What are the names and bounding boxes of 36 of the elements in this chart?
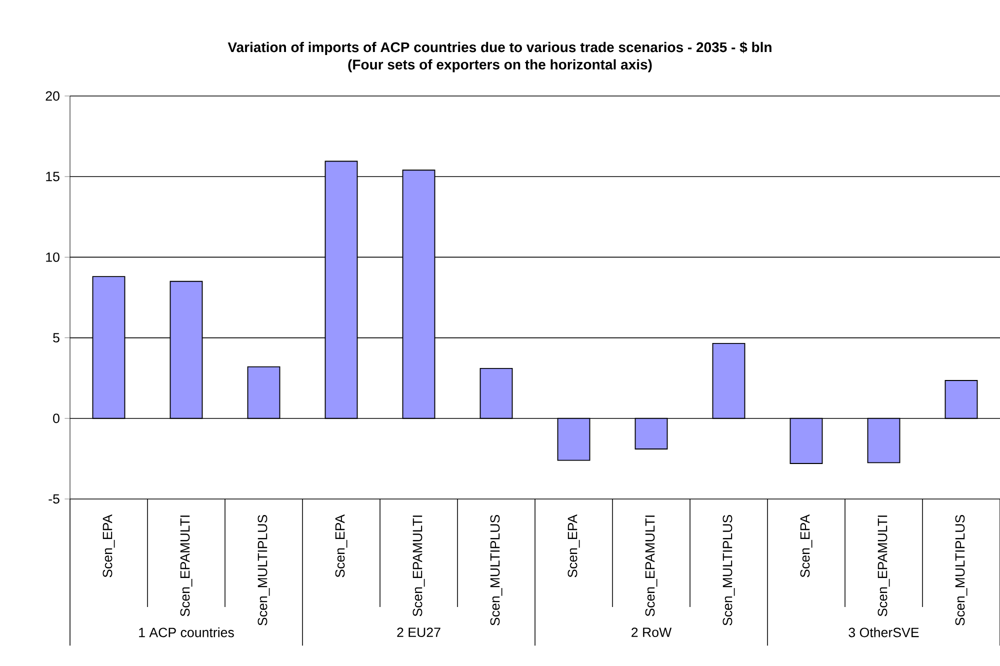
x-tick-label: Scen_MULTIPLUS [490, 514, 502, 626]
bar [712, 342, 746, 419]
x-tick-label: Scen_EPA [335, 514, 348, 578]
x-tick-label: Scen_EPA [800, 514, 812, 578]
bar [170, 280, 203, 419]
bar [944, 380, 978, 419]
text: 2 EU27 [397, 628, 440, 638]
bar [480, 368, 513, 419]
chart-title: Variation of imports of ACP countries due to various trade scenarios - 2035 - $ bln [228, 42, 772, 55]
y-tick-label: 0 [53, 414, 60, 424]
bar [790, 418, 823, 464]
y-tick-label: 5 [53, 333, 60, 342]
text: 3 OtherSVE [848, 627, 919, 638]
bar [557, 418, 590, 461]
bar [867, 418, 900, 464]
bar [247, 366, 280, 419]
x-tick-label: Scen_EPAMULTI [878, 516, 890, 616]
y-tick-label: 20 [46, 91, 60, 101]
bar [324, 160, 358, 419]
x-tick-label: Scen_EPA [568, 514, 580, 578]
text: 2 RoW [632, 628, 672, 638]
x-tick-label: Scen_MULTIPLUS [722, 514, 735, 626]
y-tick-label: 10 [46, 252, 60, 262]
bar [402, 170, 436, 419]
text: 1 ACP countries [139, 627, 234, 638]
x-tick-label: Scen_MULTIPLUS [955, 514, 968, 626]
x-tick-label: Scen_EPAMULTI [645, 516, 658, 616]
chart-subtitle: (Four sets of exporters on the horizontal axis) [348, 59, 652, 72]
x-tick-label: Scen_EPAMULTI [180, 516, 192, 616]
y-tick-label: -5 [48, 494, 60, 504]
x-tick-label: Scen_EPAMULTI [412, 516, 425, 616]
y-tick-label: 15 [46, 172, 60, 182]
x-tick-label: Scen_EPA [102, 514, 115, 578]
bar [92, 276, 126, 419]
x-tick-label: Scen_MULTIPLUS [258, 514, 270, 626]
bar [634, 418, 668, 450]
